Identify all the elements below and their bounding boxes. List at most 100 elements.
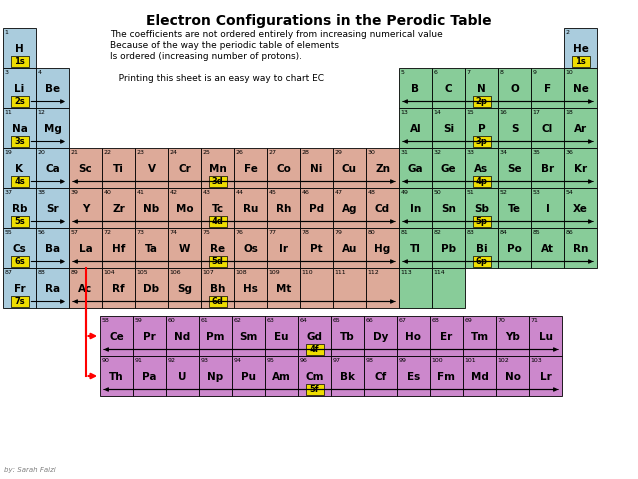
Text: Bk: Bk bbox=[340, 372, 355, 382]
Bar bbox=[529, 316, 562, 356]
Text: 40: 40 bbox=[103, 190, 112, 195]
Bar bbox=[3, 268, 36, 308]
Text: 5s: 5s bbox=[14, 217, 25, 226]
Text: Sg: Sg bbox=[177, 284, 192, 294]
Text: 4: 4 bbox=[38, 70, 41, 75]
Bar bbox=[564, 28, 597, 68]
Bar bbox=[168, 188, 201, 228]
Text: Fm: Fm bbox=[438, 372, 456, 382]
Text: F: F bbox=[544, 84, 551, 94]
Bar bbox=[531, 68, 564, 108]
Text: 7: 7 bbox=[466, 70, 470, 75]
Bar bbox=[135, 228, 168, 268]
Text: 4f: 4f bbox=[309, 345, 319, 354]
Bar bbox=[399, 188, 432, 228]
Text: 71: 71 bbox=[531, 318, 538, 323]
Text: 97: 97 bbox=[332, 358, 341, 363]
Bar bbox=[463, 316, 496, 356]
Text: 58: 58 bbox=[101, 318, 109, 323]
Bar bbox=[300, 268, 333, 308]
Text: Es: Es bbox=[407, 372, 420, 382]
Bar bbox=[366, 268, 399, 308]
Text: 79: 79 bbox=[334, 230, 343, 235]
Bar bbox=[69, 188, 102, 228]
Text: Hf: Hf bbox=[112, 244, 125, 254]
Text: 4p: 4p bbox=[475, 177, 487, 186]
Text: Printing this sheet is an easy way to chart EC: Printing this sheet is an easy way to ch… bbox=[110, 74, 324, 83]
Text: Ga: Ga bbox=[408, 164, 423, 174]
Text: 76: 76 bbox=[235, 230, 243, 235]
Bar bbox=[234, 148, 267, 188]
Text: 20: 20 bbox=[38, 150, 45, 155]
Text: In: In bbox=[410, 204, 421, 214]
Bar bbox=[36, 228, 69, 268]
Text: 53: 53 bbox=[533, 190, 540, 195]
Text: 66: 66 bbox=[366, 318, 373, 323]
Bar bbox=[135, 148, 168, 188]
Text: 55: 55 bbox=[4, 230, 12, 235]
Text: 85: 85 bbox=[533, 230, 540, 235]
Text: Pt: Pt bbox=[310, 244, 323, 254]
Text: Fr: Fr bbox=[13, 284, 26, 294]
Bar bbox=[232, 356, 265, 396]
Text: Md: Md bbox=[471, 372, 489, 382]
Bar bbox=[209, 216, 226, 227]
Text: 4d: 4d bbox=[212, 217, 223, 226]
Bar bbox=[564, 228, 597, 268]
Text: 89: 89 bbox=[71, 270, 78, 275]
Text: Pu: Pu bbox=[241, 372, 256, 382]
Bar bbox=[496, 316, 529, 356]
Text: 69: 69 bbox=[464, 318, 472, 323]
Bar bbox=[306, 344, 323, 355]
Bar bbox=[3, 228, 36, 268]
Text: Yb: Yb bbox=[505, 332, 520, 342]
Bar bbox=[69, 148, 102, 188]
Bar bbox=[399, 228, 432, 268]
Text: Y: Y bbox=[82, 204, 89, 214]
Bar bbox=[298, 356, 331, 396]
Bar bbox=[232, 316, 265, 356]
Text: Li: Li bbox=[15, 84, 25, 94]
Text: 106: 106 bbox=[170, 270, 181, 275]
Text: 3s: 3s bbox=[14, 137, 25, 146]
Bar bbox=[100, 316, 133, 356]
Text: Al: Al bbox=[410, 124, 421, 134]
Text: La: La bbox=[78, 244, 93, 254]
Bar bbox=[300, 228, 333, 268]
Text: Po: Po bbox=[507, 244, 522, 254]
Text: 6p: 6p bbox=[475, 257, 487, 266]
Bar bbox=[102, 268, 135, 308]
Text: Na: Na bbox=[11, 124, 27, 134]
Text: 65: 65 bbox=[332, 318, 340, 323]
Text: 43: 43 bbox=[202, 190, 211, 195]
Text: 7s: 7s bbox=[14, 297, 25, 306]
Bar bbox=[364, 316, 397, 356]
Bar bbox=[3, 28, 36, 68]
Bar bbox=[201, 148, 234, 188]
Text: 51: 51 bbox=[466, 190, 474, 195]
Bar bbox=[3, 108, 36, 148]
Text: Pd: Pd bbox=[309, 204, 324, 214]
Text: Mn: Mn bbox=[209, 164, 226, 174]
Text: 30: 30 bbox=[367, 150, 375, 155]
Text: 21: 21 bbox=[71, 150, 78, 155]
Bar bbox=[498, 108, 531, 148]
Text: Am: Am bbox=[272, 372, 291, 382]
Text: B: B bbox=[412, 84, 420, 94]
Text: 16: 16 bbox=[500, 110, 507, 115]
Text: Cs: Cs bbox=[13, 244, 26, 254]
Text: 12: 12 bbox=[38, 110, 45, 115]
Text: 3p: 3p bbox=[475, 137, 487, 146]
Text: 61: 61 bbox=[200, 318, 208, 323]
Text: 5d: 5d bbox=[212, 257, 223, 266]
Bar bbox=[265, 356, 298, 396]
Bar bbox=[333, 268, 366, 308]
Text: 88: 88 bbox=[38, 270, 45, 275]
Bar bbox=[397, 356, 430, 396]
Text: Zn: Zn bbox=[375, 164, 390, 174]
Text: 24: 24 bbox=[170, 150, 177, 155]
Text: Zr: Zr bbox=[112, 204, 125, 214]
Text: Br: Br bbox=[541, 164, 554, 174]
Text: 4s: 4s bbox=[14, 177, 25, 186]
Bar bbox=[10, 256, 29, 267]
